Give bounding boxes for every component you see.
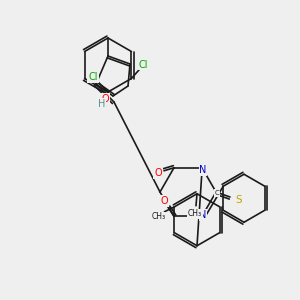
Text: O: O — [160, 196, 168, 206]
Text: CH₃: CH₃ — [152, 212, 166, 221]
Text: S: S — [236, 195, 242, 205]
Text: C: C — [214, 190, 219, 196]
Text: Cl: Cl — [139, 59, 148, 70]
Text: Cl: Cl — [88, 72, 98, 82]
Text: CH₃: CH₃ — [188, 209, 202, 218]
Text: O: O — [154, 168, 162, 178]
Text: N: N — [199, 165, 207, 175]
Text: O: O — [101, 94, 109, 104]
Text: H: H — [98, 99, 106, 109]
Text: N: N — [199, 210, 207, 220]
